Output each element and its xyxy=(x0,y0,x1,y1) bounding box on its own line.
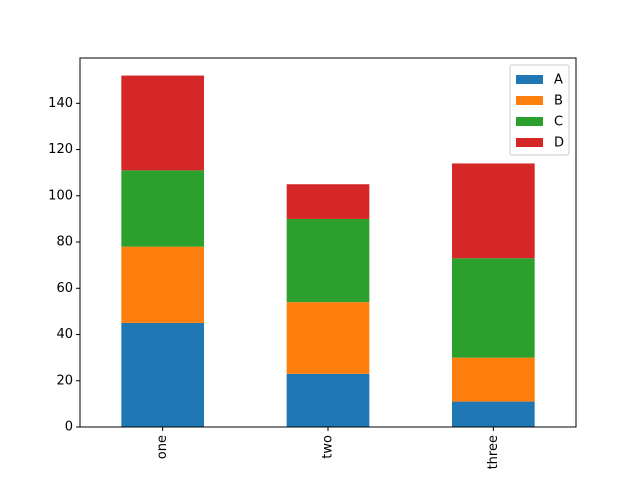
legend-swatch-D xyxy=(516,138,543,147)
bar-D-one xyxy=(121,75,204,171)
x-tick-label-three: three xyxy=(486,435,501,469)
legend-swatch-C xyxy=(516,117,543,126)
y-tick-label: 80 xyxy=(56,235,73,250)
x-tick-label-one: one xyxy=(155,435,170,459)
bar-A-two xyxy=(286,373,370,427)
y-tick-label: 60 xyxy=(56,281,73,296)
legend-box xyxy=(509,64,570,156)
plot-frame xyxy=(79,57,577,428)
x-tick-label-two: two xyxy=(321,435,336,459)
bar-A-one xyxy=(121,322,204,427)
x-axis: one two three xyxy=(155,427,501,469)
y-tick-label: 40 xyxy=(56,327,73,342)
y-tick-label: 0 xyxy=(65,420,73,435)
bar-A-three xyxy=(452,401,535,427)
bar-C-one xyxy=(121,170,204,247)
bar-B-two xyxy=(286,302,370,374)
bar-D-three xyxy=(452,163,535,259)
bar-B-one xyxy=(121,246,204,323)
legend-label-B: B xyxy=(554,94,563,109)
legend-label-C: C xyxy=(554,115,563,130)
y-axis: 0 20 40 60 80 100 120 140 xyxy=(48,96,80,435)
y-tick-label: 120 xyxy=(48,142,73,157)
legend-swatch-B xyxy=(516,96,543,105)
legend-swatch-A xyxy=(516,75,543,84)
legend-label-D: D xyxy=(554,136,564,151)
legend-label-A: A xyxy=(554,73,563,88)
bars-group xyxy=(121,75,535,427)
y-tick-label: 20 xyxy=(56,373,73,388)
y-tick-label: 140 xyxy=(48,96,73,111)
y-tick-label: 100 xyxy=(48,188,73,203)
bar-C-three xyxy=(452,258,535,358)
bar-B-three xyxy=(452,357,535,402)
bar-D-two xyxy=(286,184,370,219)
bar-C-two xyxy=(286,218,370,303)
